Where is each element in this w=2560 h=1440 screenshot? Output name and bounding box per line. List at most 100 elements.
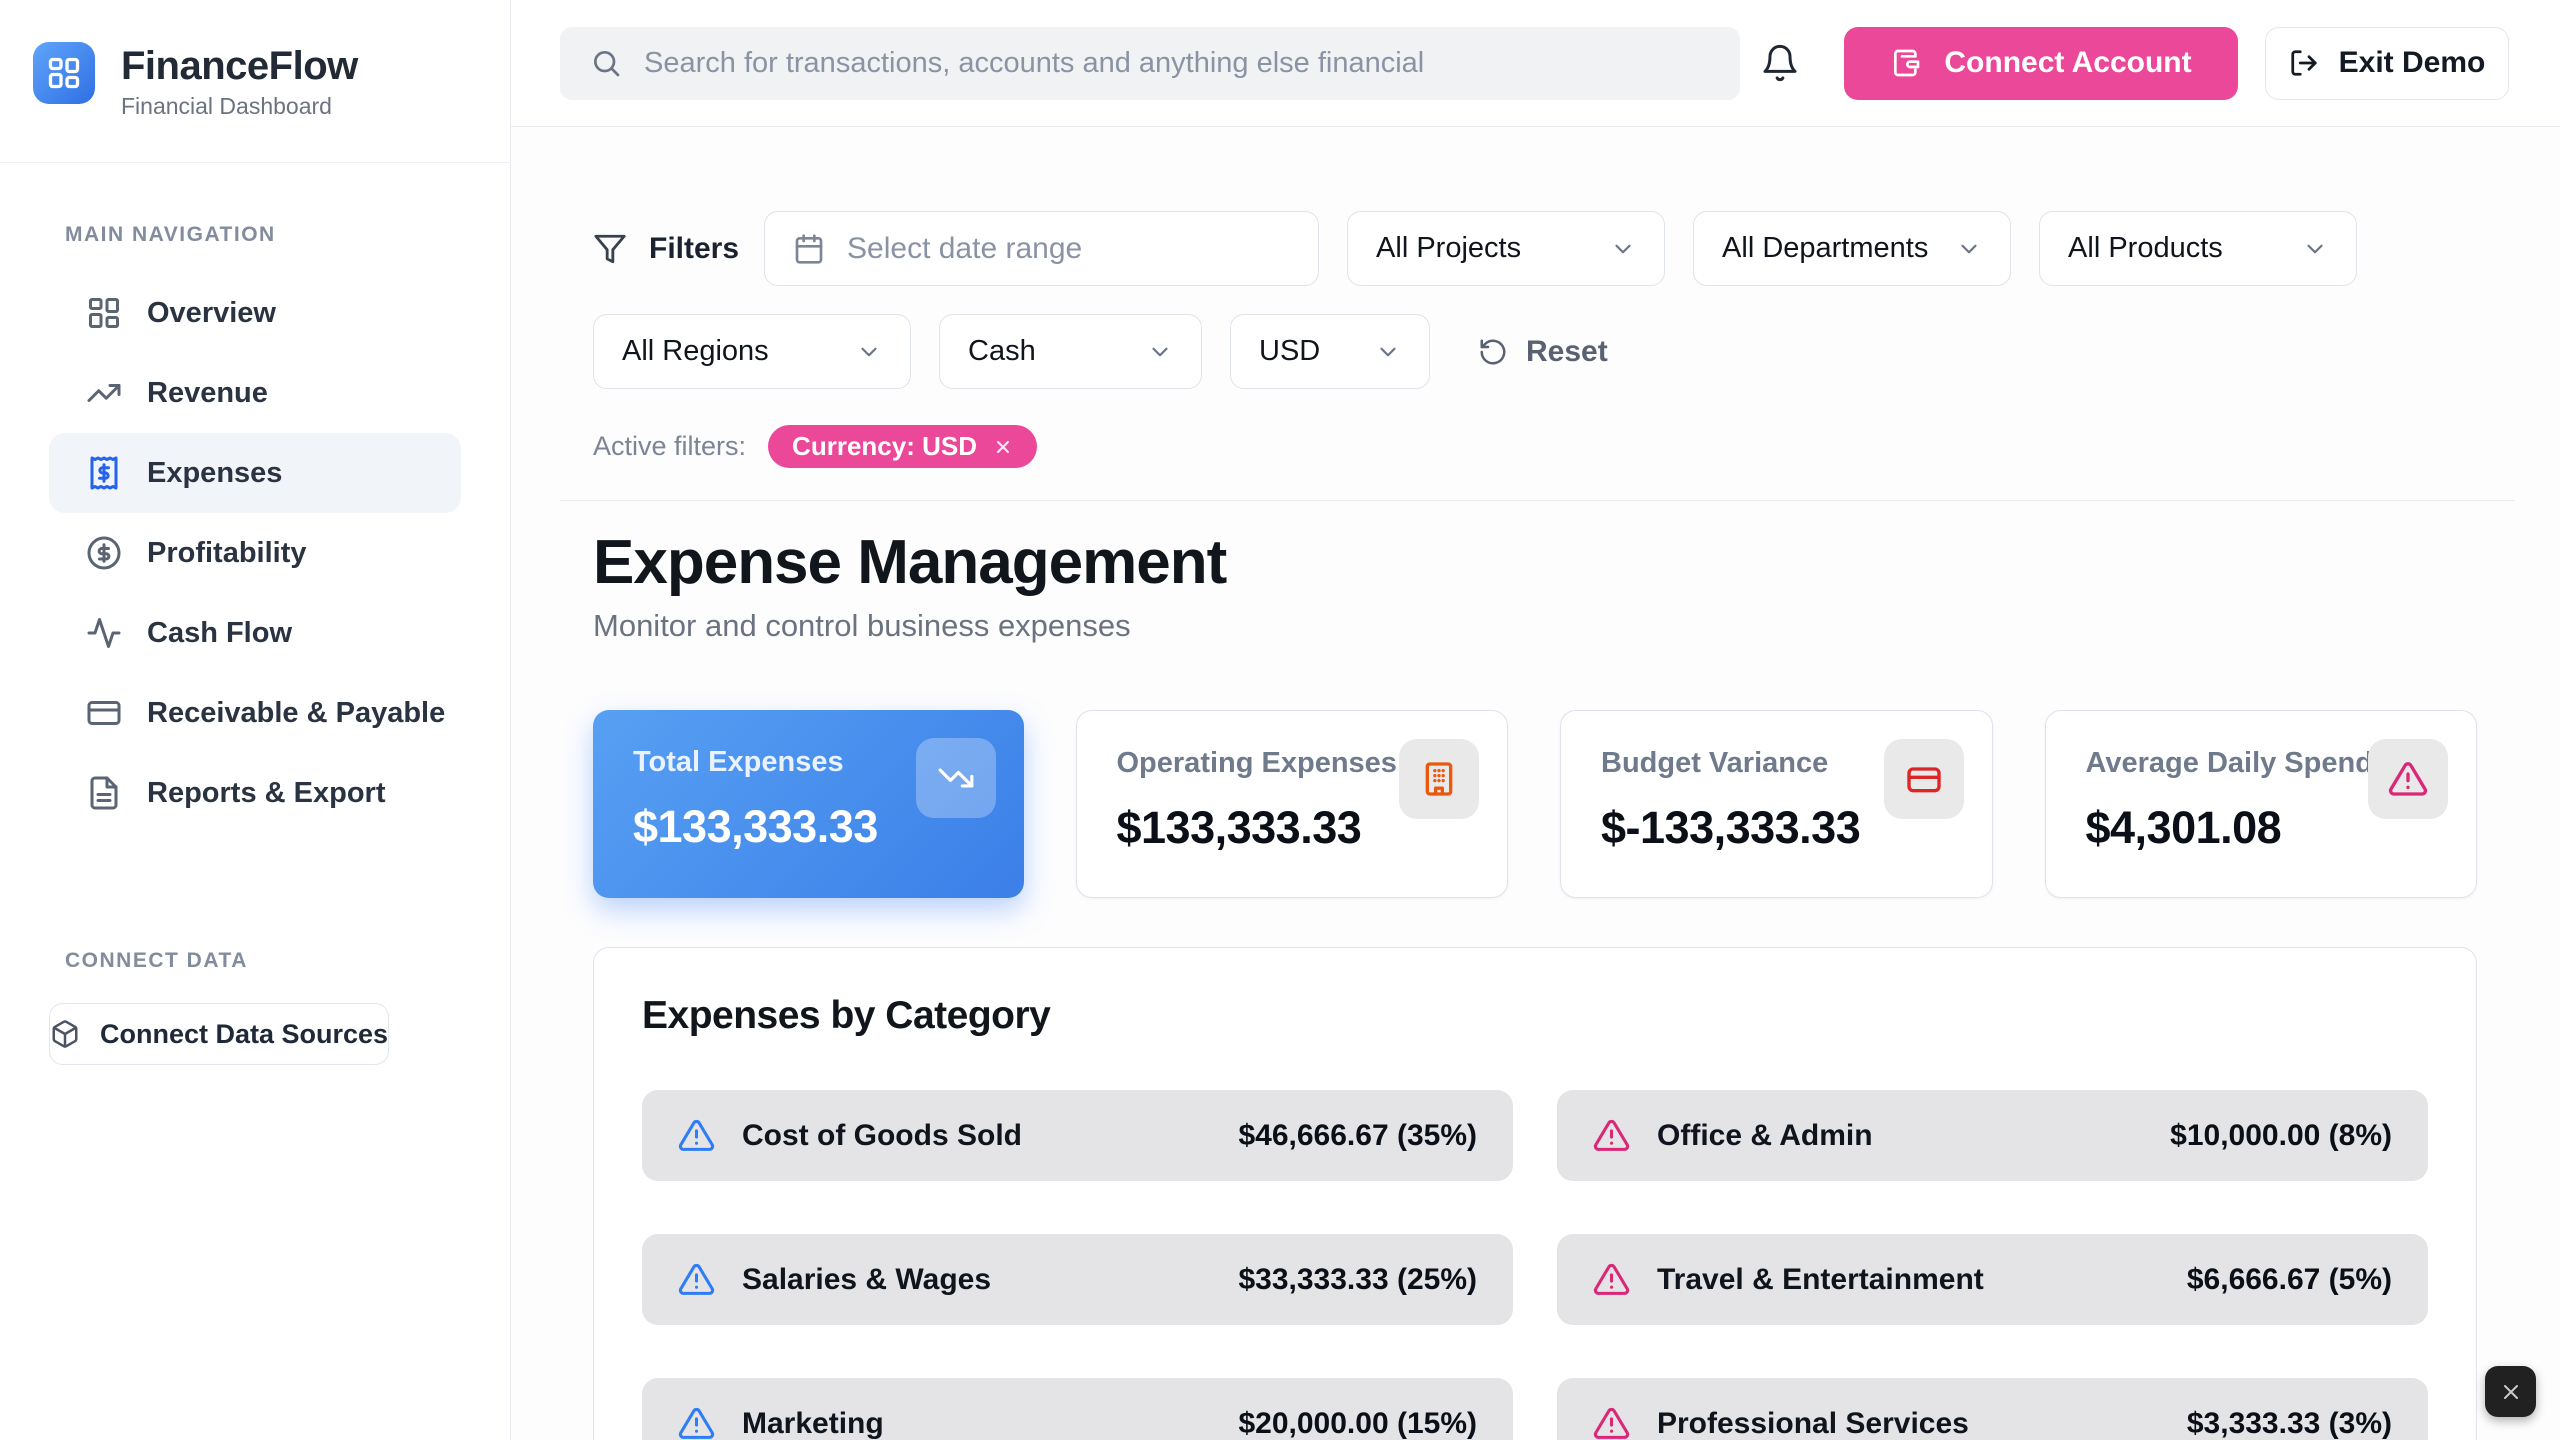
- average-daily-spend-card[interactable]: Average Daily Spend $4,301.08: [2044, 710, 2477, 898]
- alert-triangle-icon: [2368, 739, 2448, 819]
- chevron-down-icon: [2302, 236, 2328, 262]
- filters-row-2: All Regions Cash USD Reset: [593, 314, 2477, 389]
- category-row-marketing[interactable]: Marketing $20,000.00 (15%): [642, 1378, 1513, 1440]
- receipt-icon: [86, 455, 122, 491]
- close-x-icon: [2499, 1380, 2523, 1404]
- activity-icon: [86, 615, 122, 651]
- date-range-picker[interactable]: Select date range: [764, 211, 1320, 286]
- card-label: Total Expenses: [633, 746, 844, 778]
- filters-row-1: Filters Select date range All Projects A…: [593, 211, 2477, 286]
- stat-cards: Total Expenses $133,333.33 Operating Exp…: [593, 710, 2477, 898]
- app-title: FinanceFlow: [121, 44, 358, 88]
- products-filter-value: All Products: [2068, 232, 2223, 264]
- search-bar[interactable]: [560, 26, 1740, 100]
- app-logo-icon: [33, 42, 95, 104]
- sidebar-item-label: Expenses: [147, 456, 283, 489]
- layout-dashboard-icon: [86, 295, 122, 331]
- products-filter-select[interactable]: All Products: [2039, 211, 2358, 286]
- expenses-by-category-card: Expenses by Category Cost of Goods Sold …: [593, 947, 2477, 1440]
- funnel-icon: [593, 232, 627, 266]
- reset-label: Reset: [1526, 334, 1608, 368]
- notifications-bell-icon[interactable]: [1760, 43, 1800, 83]
- remove-filter-x-icon[interactable]: [993, 437, 1013, 457]
- alert-triangle-icon: [678, 1117, 715, 1154]
- category-name: Marketing: [742, 1406, 884, 1440]
- connect-account-button[interactable]: Connect Account: [1844, 26, 2238, 100]
- cash-basis-filter-select[interactable]: Cash: [939, 314, 1202, 389]
- rotate-ccw-icon: [1478, 337, 1508, 367]
- projects-filter-select[interactable]: All Projects: [1347, 211, 1666, 286]
- main-area: Connect Account Exit Demo Filters Select…: [511, 0, 2560, 1440]
- expenses-by-category-title: Expenses by Category: [642, 994, 1051, 1037]
- app-subtitle: Financial Dashboard: [121, 93, 332, 119]
- search-input[interactable]: [644, 46, 1710, 80]
- category-row-cost-of-goods-sold[interactable]: Cost of Goods Sold $46,666.67 (35%): [642, 1090, 1513, 1181]
- sidebar-item-receivable-payable[interactable]: Receivable & Payable: [49, 673, 461, 753]
- trending-down-icon: [915, 738, 996, 818]
- section-divider: [560, 500, 2515, 501]
- category-value: $46,666.67 (35%): [1238, 1118, 1477, 1152]
- sidebar-item-cash-flow[interactable]: Cash Flow: [49, 593, 461, 673]
- sidebar-item-label: Overview: [147, 296, 276, 329]
- card-label: Operating Expenses: [1116, 747, 1397, 779]
- budget-variance-card[interactable]: Budget Variance $-133,333.33: [1560, 710, 1993, 898]
- date-range-placeholder: Select date range: [847, 231, 1083, 265]
- file-text-icon: [86, 775, 122, 811]
- sidebar-item-reports-export[interactable]: Reports & Export: [49, 753, 461, 833]
- close-button[interactable]: [2485, 1366, 2536, 1417]
- reset-filters-button[interactable]: Reset: [1478, 335, 1608, 369]
- filters-title: Filters: [593, 232, 739, 266]
- currency-filter-value: USD: [1259, 335, 1321, 367]
- projects-filter-value: All Projects: [1376, 232, 1522, 264]
- sidebar: FinanceFlow Financial Dashboard MAIN NAV…: [0, 0, 511, 1440]
- sidebar-item-label: Receivable & Payable: [147, 696, 446, 729]
- connect-data-section-label: CONNECT DATA: [65, 949, 248, 972]
- sidebar-item-label: Revenue: [147, 376, 268, 409]
- category-row-professional-services[interactable]: Professional Services $3,333.33 (3%): [1557, 1378, 2428, 1440]
- category-row-office-admin[interactable]: Office & Admin $10,000.00 (8%): [1557, 1090, 2428, 1181]
- sidebar-item-label: Cash Flow: [147, 616, 293, 649]
- circle-dollar-icon: [86, 535, 122, 571]
- exit-demo-button[interactable]: Exit Demo: [2265, 26, 2509, 100]
- wallet-icon: [1890, 47, 1922, 79]
- currency-filter-select[interactable]: USD: [1230, 314, 1430, 389]
- connect-account-label: Connect Account: [1944, 46, 2192, 79]
- regions-filter-value: All Regions: [622, 335, 769, 367]
- departments-filter-select[interactable]: All Departments: [1693, 211, 2012, 286]
- category-name: Cost of Goods Sold: [742, 1118, 1022, 1152]
- sidebar-item-overview[interactable]: Overview: [49, 273, 461, 353]
- sidebar-item-profitability[interactable]: Profitability: [49, 513, 461, 593]
- active-filters-label: Active filters:: [593, 431, 747, 461]
- card-value: $4,301.08: [2085, 802, 2282, 853]
- category-row-salaries-wages[interactable]: Salaries & Wages $33,333.33 (25%): [642, 1234, 1513, 1325]
- category-value: $6,666.67 (5%): [2186, 1262, 2392, 1296]
- chevron-down-icon: [856, 339, 882, 365]
- operating-expenses-card[interactable]: Operating Expenses $133,333.33: [1075, 710, 1508, 898]
- connect-data-sources-label: Connect Data Sources: [100, 1018, 389, 1049]
- alert-triangle-icon: [1593, 1261, 1630, 1298]
- category-name: Salaries & Wages: [742, 1262, 992, 1296]
- category-row-travel-entertainment[interactable]: Travel & Entertainment $6,666.67 (5%): [1557, 1234, 2428, 1325]
- card-value: $133,333.33: [1116, 802, 1362, 853]
- sidebar-item-revenue[interactable]: Revenue: [49, 353, 461, 433]
- credit-card-icon: [1883, 739, 1964, 819]
- category-name: Professional Services: [1657, 1406, 1969, 1440]
- content: Filters Select date range All Projects A…: [511, 127, 2560, 1440]
- chevron-down-icon: [1147, 339, 1173, 365]
- active-filter-chip-label: Currency: USD: [792, 431, 977, 461]
- search-icon: [590, 47, 622, 79]
- alert-triangle-icon: [678, 1405, 715, 1440]
- top-bar: Connect Account Exit Demo: [511, 0, 2560, 127]
- chevron-down-icon: [1610, 236, 1636, 262]
- connect-data-sources-button[interactable]: Connect Data Sources: [49, 1003, 390, 1065]
- regions-filter-select[interactable]: All Regions: [593, 314, 911, 389]
- sidebar-item-expenses[interactable]: Expenses: [49, 433, 461, 513]
- exit-demo-label: Exit Demo: [2338, 46, 2486, 79]
- total-expenses-card[interactable]: Total Expenses $133,333.33: [593, 710, 1024, 898]
- nav-section-label: MAIN NAVIGATION: [65, 223, 276, 246]
- active-filter-chip[interactable]: Currency: USD: [768, 425, 1037, 468]
- credit-card-icon: [86, 695, 122, 731]
- card-label: Average Daily Spend: [2085, 747, 2373, 779]
- category-name: Travel & Entertainment: [1657, 1262, 1984, 1296]
- sidebar-item-label: Reports & Export: [147, 776, 386, 809]
